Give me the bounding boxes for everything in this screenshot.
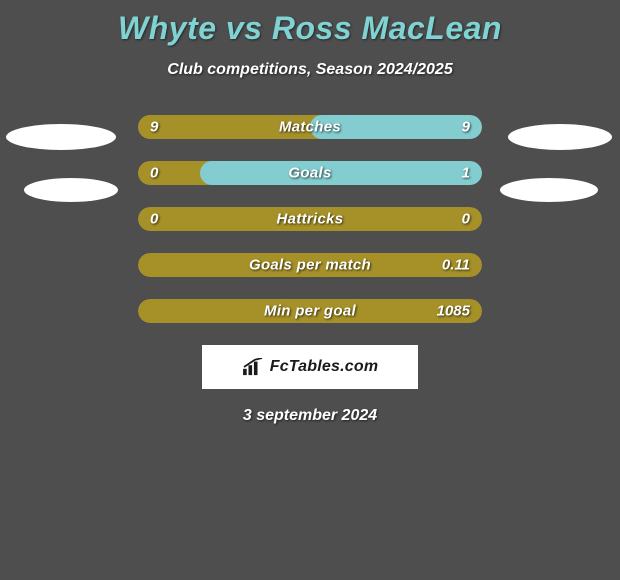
brand-badge: FcTables.com xyxy=(202,345,418,389)
stat-label: Min per goal xyxy=(264,303,356,320)
decor-ellipse xyxy=(6,124,116,150)
decor-ellipse xyxy=(508,124,612,150)
stat-row: Hattricks 0 0 xyxy=(138,207,482,231)
page-title: Whyte vs Ross MacLean xyxy=(0,0,620,47)
stat-label: Hattricks xyxy=(277,211,344,228)
stat-value-right: 0.11 xyxy=(442,257,470,274)
decor-ellipse xyxy=(500,178,598,202)
stat-value-right: 1085 xyxy=(437,303,470,320)
stat-value-right: 0 xyxy=(462,211,470,228)
stat-value-left: 0 xyxy=(150,165,158,182)
date-text: 3 september 2024 xyxy=(0,407,620,425)
stat-row: Goals 0 1 xyxy=(138,161,482,185)
stat-value-right: 1 xyxy=(462,165,470,182)
stat-row: Min per goal 1085 xyxy=(138,299,482,323)
chart-icon xyxy=(242,358,264,376)
stat-value-left: 9 xyxy=(150,119,158,136)
stat-fill-right xyxy=(200,161,482,185)
stat-rows: Matches 9 9 Goals 0 1 Hattricks 0 0 Goals per mat… xyxy=(138,115,482,323)
stat-value-left: 0 xyxy=(150,211,158,228)
stat-value-right: 9 xyxy=(462,119,470,136)
brand-text: FcTables.com xyxy=(270,358,379,376)
stat-row: Goals per match 0.11 xyxy=(138,253,482,277)
subtitle: Club competitions, Season 2024/2025 xyxy=(0,61,620,79)
stat-fill-left xyxy=(138,161,200,185)
stat-label: Goals per match xyxy=(249,257,371,274)
stat-row: Matches 9 9 xyxy=(138,115,482,139)
decor-ellipse xyxy=(24,178,118,202)
stat-label: Matches xyxy=(279,119,341,136)
comparison-infographic: Whyte vs Ross MacLean Club competitions,… xyxy=(0,0,620,580)
stat-label: Goals xyxy=(288,165,331,182)
